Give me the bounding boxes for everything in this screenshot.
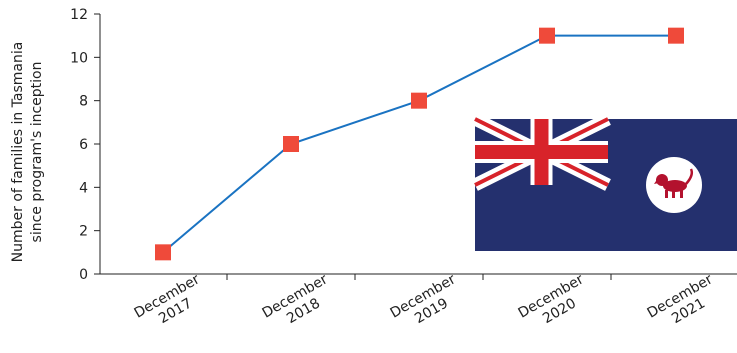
cross-red-horizontal (475, 145, 608, 159)
lion-body (663, 180, 687, 192)
data-point-marker (283, 136, 299, 152)
data-point-marker (155, 244, 171, 261)
data-point-marker (411, 92, 427, 109)
lion-icon (654, 168, 694, 198)
lion-tail (685, 168, 694, 185)
y-tick-label: 0 (79, 267, 88, 283)
y-tick-label: 8 (79, 94, 88, 110)
tasmania-flag-image (472, 113, 737, 251)
y-axis-title: Number of families in Tasmania since prog… (10, 42, 45, 263)
y-axis-title-line-1: Number of families in Tasmania (10, 42, 26, 263)
axes: 0 2 4 6 8 10 12 (70, 7, 737, 283)
lion-leg (672, 190, 675, 198)
lion-forepaw (654, 178, 659, 184)
data-point-marker (539, 27, 555, 44)
y-tick-label: 6 (79, 137, 88, 153)
y-tick-label: 12 (70, 7, 88, 23)
data-point-marker (668, 27, 684, 44)
y-tick-label: 4 (79, 180, 88, 196)
lion-leg (680, 190, 683, 198)
y-axis-title-line-2: since program's inception (29, 62, 45, 243)
y-tick-label: 2 (79, 224, 88, 240)
lion-leg (665, 190, 668, 198)
flag-union-jack (472, 113, 611, 191)
series-line (155, 27, 684, 261)
y-tick-label: 10 (70, 50, 88, 66)
